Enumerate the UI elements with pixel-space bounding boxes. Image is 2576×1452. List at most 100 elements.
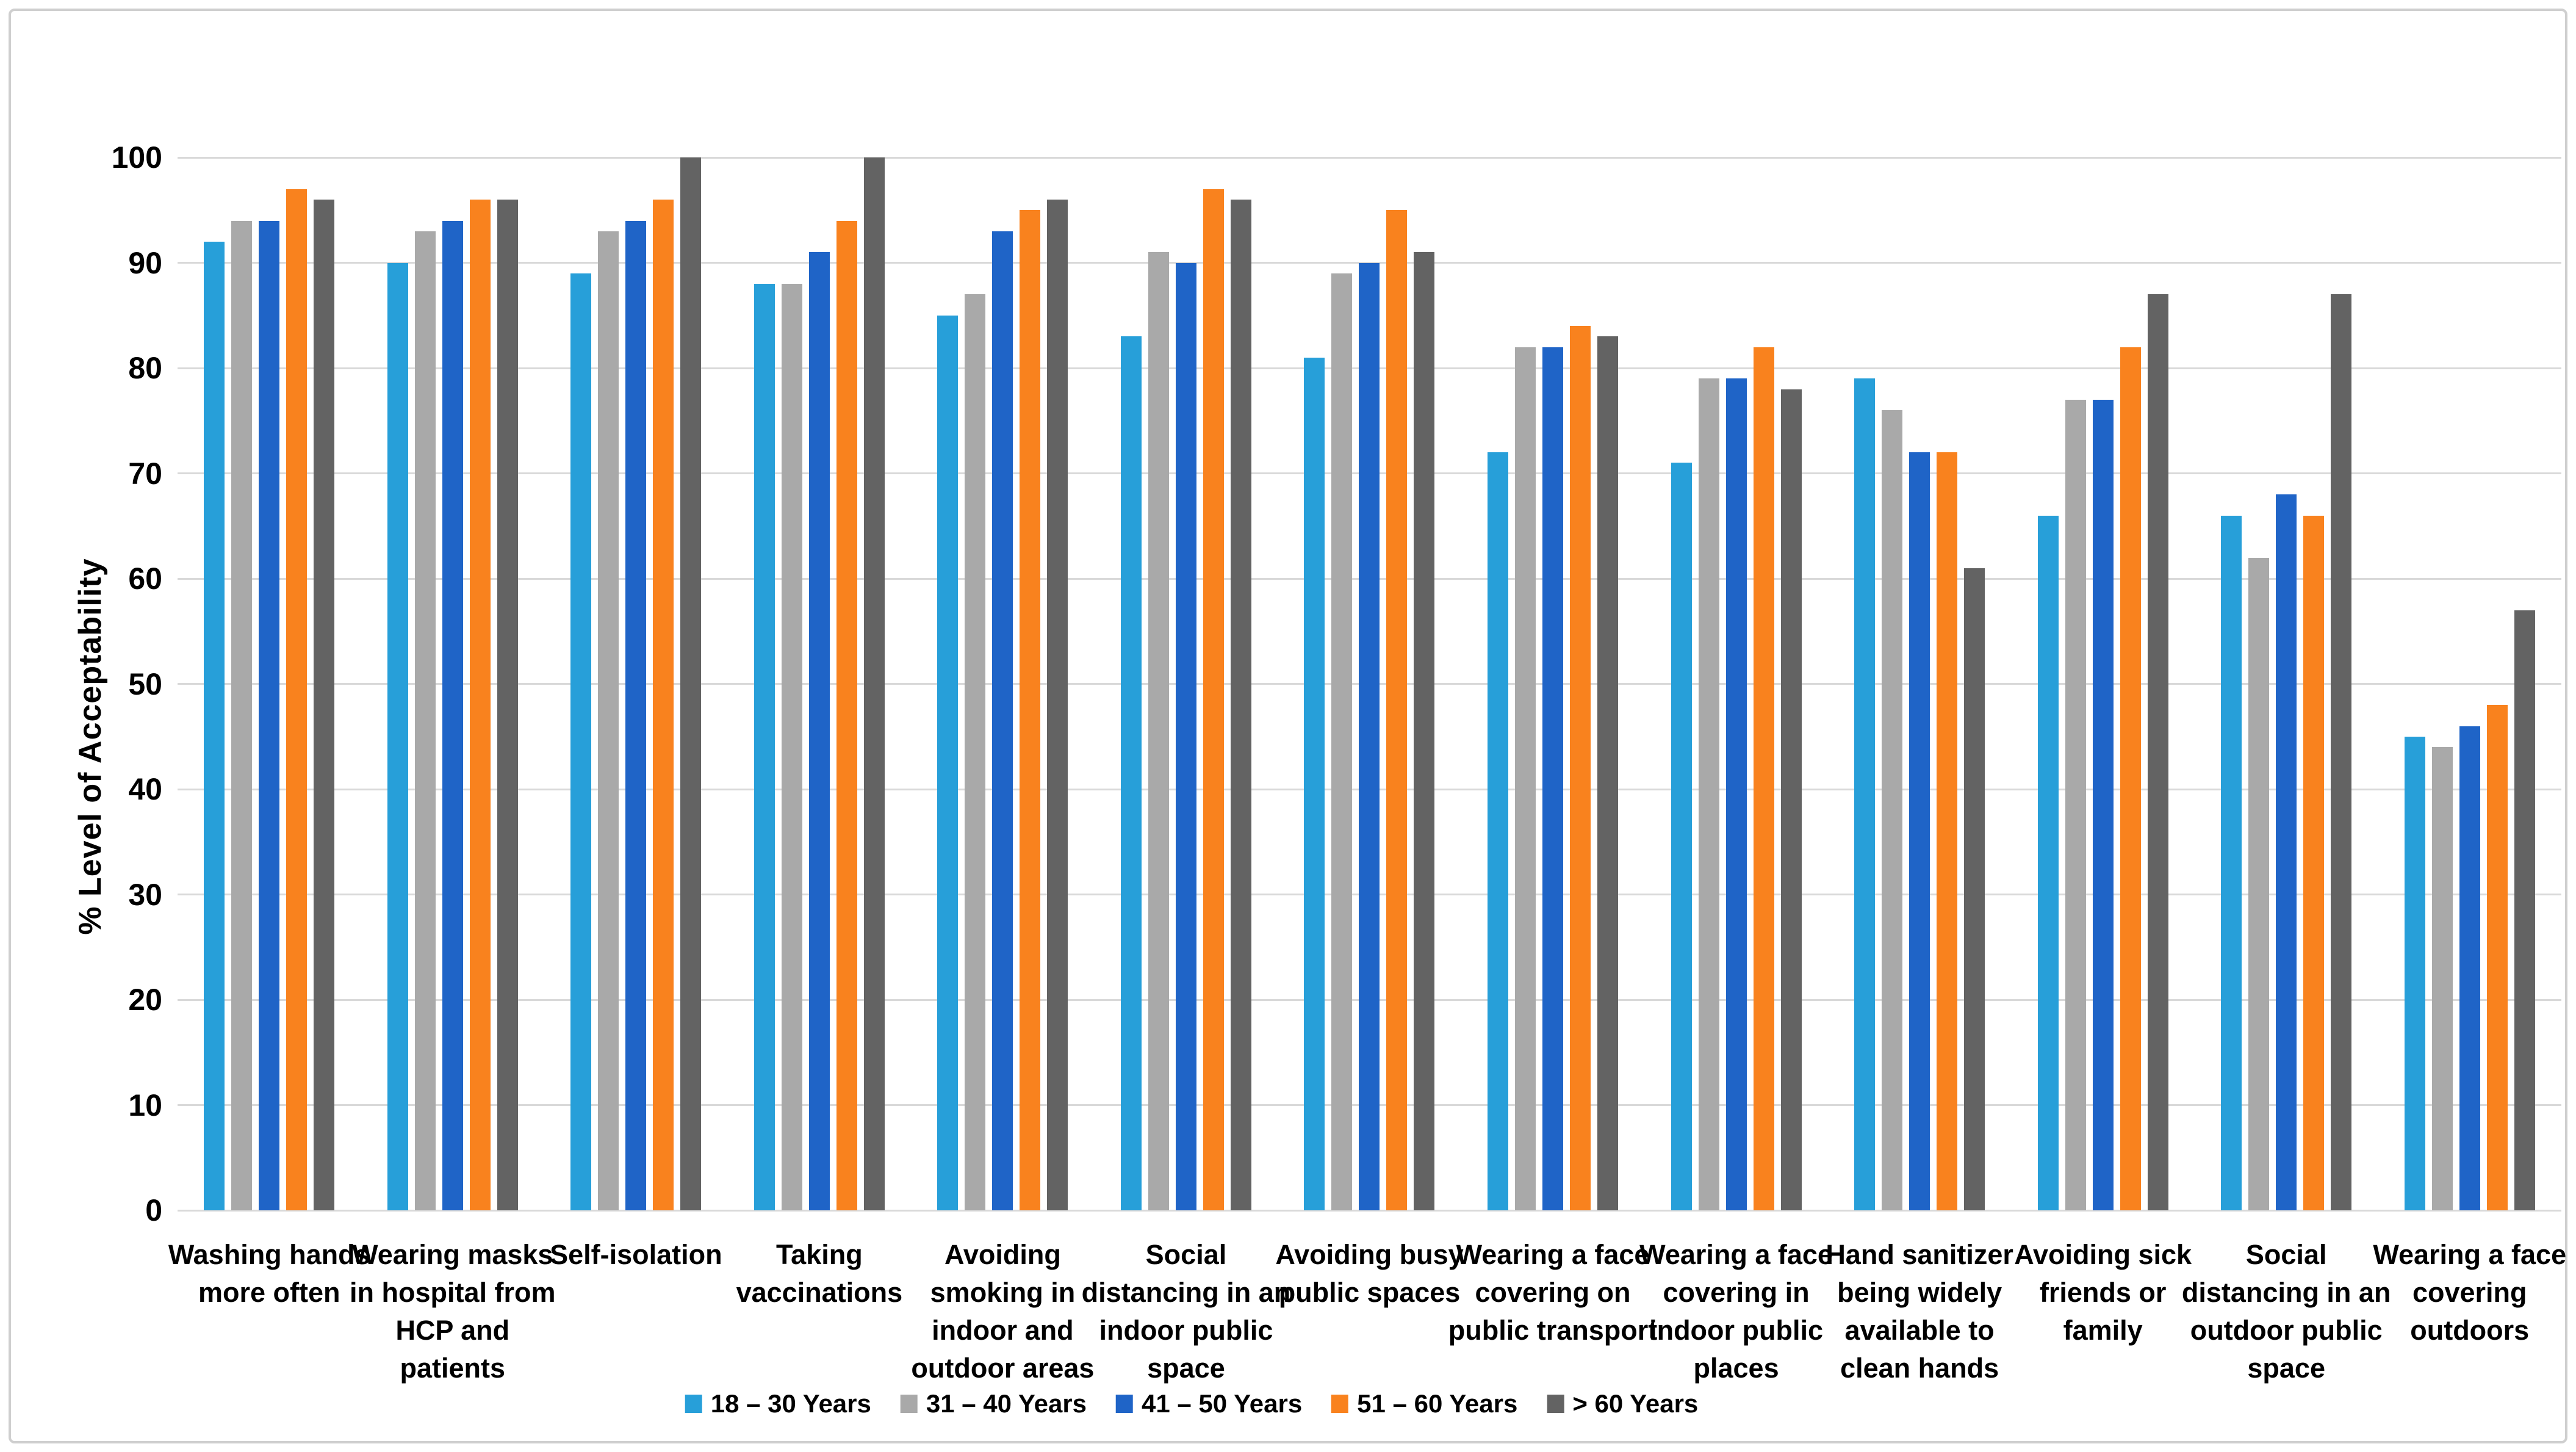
y-tick-label-80: 80 [128, 351, 162, 385]
category-label-3: Self-isolation [550, 1239, 722, 1270]
bar-18-–-30-Years-cat2[interactable] [387, 262, 408, 1210]
bar->-60-Years-cat7[interactable] [1414, 252, 1435, 1210]
bar-41-–-50-Years-cat8[interactable] [1542, 347, 1564, 1210]
bar-31-–-40-Years-cat10[interactable] [1882, 410, 1903, 1210]
bar->-60-Years-cat6[interactable] [1230, 200, 1251, 1210]
bar->-60-Years-cat5[interactable] [1047, 200, 1068, 1210]
bar-41-–-50-Years-cat1[interactable] [259, 220, 280, 1210]
category-label-6: Social distancing in an indoor public sp… [1081, 1239, 1291, 1384]
bar-51-–-60-Years-cat5[interactable] [1020, 210, 1041, 1210]
bar-41-–-50-Years-cat3[interactable] [625, 220, 647, 1210]
bar-31-–-40-Years-cat3[interactable] [598, 231, 619, 1210]
chart-legend: 18 – 30 Years 31 – 40 Years 41 – 50 Years 5… [685, 1389, 1698, 1418]
legend-label: 41 – 50 Years [1142, 1389, 1303, 1418]
legend-item-5[interactable]: > 60 Years [1547, 1389, 1698, 1418]
bar-41-–-50-Years-cat5[interactable] [992, 231, 1013, 1210]
bar-31-–-40-Years-cat12[interactable] [2248, 557, 2270, 1210]
category-label-13: Wearing a face covering outdoors [2373, 1239, 2567, 1346]
bar-group-11 [2011, 157, 2195, 1210]
bar-18-–-30-Years-cat7[interactable] [1304, 357, 1325, 1210]
bar-18-–-30-Years-cat11[interactable] [2037, 515, 2059, 1210]
legend-label: 31 – 40 Years [926, 1389, 1087, 1418]
legend-swatch-icon [1331, 1395, 1349, 1413]
bar->-60-Years-cat1[interactable] [314, 200, 335, 1210]
bar-group-3 [544, 157, 728, 1210]
y-tick-label-10: 10 [128, 1088, 162, 1122]
bar-51-–-60-Years-cat12[interactable] [2303, 515, 2325, 1210]
bar->-60-Years-cat3[interactable] [680, 157, 702, 1210]
bar-18-–-30-Years-cat10[interactable] [1854, 378, 1876, 1210]
bar-51-–-60-Years-cat6[interactable] [1203, 189, 1224, 1210]
bar->-60-Years-cat9[interactable] [1780, 389, 1802, 1210]
bar-18-–-30-Years-cat4[interactable] [754, 284, 775, 1210]
bar-18-–-30-Years-cat1[interactable] [204, 242, 225, 1210]
bar-18-–-30-Years-cat8[interactable] [1488, 452, 1509, 1210]
bar-group-10 [1828, 157, 2012, 1210]
bar-41-–-50-Years-cat13[interactable] [2459, 726, 2480, 1210]
y-axis-title: % Level of Acceptability [73, 558, 108, 935]
legend-item-3[interactable]: 41 – 50 Years [1116, 1389, 1302, 1418]
bar-18-–-30-Years-cat5[interactable] [937, 315, 959, 1210]
y-tick-label-60: 60 [128, 562, 162, 596]
bar-51-–-60-Years-cat4[interactable] [836, 220, 857, 1210]
bar-51-–-60-Years-cat13[interactable] [2486, 705, 2508, 1210]
bar-41-–-50-Years-cat9[interactable] [1725, 378, 1747, 1210]
gridline-0 [178, 1209, 2561, 1212]
bar-group-5 [911, 157, 1095, 1210]
bar-group-6 [1095, 157, 1278, 1210]
bar-group-13 [2378, 157, 2561, 1210]
bar-41-–-50-Years-cat2[interactable] [442, 220, 463, 1210]
bar->-60-Years-cat13[interactable] [2514, 610, 2535, 1210]
bar->-60-Years-cat4[interactable] [863, 157, 885, 1210]
bar->-60-Years-cat12[interactable] [2331, 294, 2352, 1210]
bar-41-–-50-Years-cat7[interactable] [1359, 262, 1380, 1210]
bar-18-–-30-Years-cat9[interactable] [1671, 463, 1692, 1210]
bar-51-–-60-Years-cat11[interactable] [2120, 347, 2141, 1210]
bar-group-8 [1461, 157, 1645, 1210]
bar-51-–-60-Years-cat9[interactable] [1753, 347, 1774, 1210]
bar-51-–-60-Years-cat8[interactable] [1570, 326, 1591, 1210]
y-tick-label-50: 50 [128, 666, 162, 701]
legend-item-2[interactable]: 31 – 40 Years [900, 1389, 1087, 1418]
bar->-60-Years-cat11[interactable] [2147, 294, 2168, 1210]
bar-51-–-60-Years-cat1[interactable] [286, 189, 308, 1210]
bar-31-–-40-Years-cat13[interactable] [2431, 747, 2453, 1210]
bar-41-–-50-Years-cat6[interactable] [1175, 262, 1196, 1210]
legend-swatch-icon [685, 1395, 702, 1413]
bar-18-–-30-Years-cat12[interactable] [2221, 515, 2242, 1210]
category-label-8: Wearing a face covering on public transp… [1448, 1239, 1658, 1346]
bar-31-–-40-Years-cat9[interactable] [1698, 378, 1719, 1210]
bar-51-–-60-Years-cat3[interactable] [653, 200, 674, 1210]
bar-31-–-40-Years-cat7[interactable] [1331, 273, 1353, 1210]
bar-18-–-30-Years-cat13[interactable] [2404, 736, 2425, 1210]
bar-31-–-40-Years-cat11[interactable] [2065, 399, 2086, 1210]
y-tick-label-90: 90 [128, 245, 162, 280]
bar->-60-Years-cat2[interactable] [497, 200, 518, 1210]
bar-31-–-40-Years-cat6[interactable] [1148, 252, 1169, 1210]
bar-group-12 [2195, 157, 2378, 1210]
chart-frame: % Level of Acceptability 0 10 20 30 40 50 60 70… [9, 9, 2567, 1443]
bar-18-–-30-Years-cat3[interactable] [570, 273, 592, 1210]
bar-41-–-50-Years-cat4[interactable] [808, 252, 830, 1210]
legend-label: 51 – 60 Years [1357, 1389, 1518, 1418]
bar-group-9 [1644, 157, 1828, 1210]
bar-31-–-40-Years-cat4[interactable] [781, 284, 802, 1210]
bar-31-–-40-Years-cat2[interactable] [414, 231, 436, 1210]
bar-51-–-60-Years-cat10[interactable] [1937, 452, 1958, 1210]
legend-item-1[interactable]: 18 – 30 Years [685, 1389, 871, 1418]
bar-51-–-60-Years-cat2[interactable] [469, 200, 491, 1210]
category-label-1: Washing hands more often [168, 1239, 370, 1308]
bar->-60-Years-cat10[interactable] [1964, 568, 1985, 1210]
legend-item-4[interactable]: 51 – 60 Years [1331, 1389, 1517, 1418]
bar-31-–-40-Years-cat1[interactable] [231, 220, 253, 1210]
bar-51-–-60-Years-cat7[interactable] [1386, 210, 1408, 1210]
bar-41-–-50-Years-cat11[interactable] [2092, 399, 2114, 1210]
bar-18-–-30-Years-cat6[interactable] [1120, 336, 1142, 1210]
y-tick-label-100: 100 [111, 140, 162, 175]
bar->-60-Years-cat8[interactable] [1597, 336, 1619, 1210]
bar-41-–-50-Years-cat12[interactable] [2276, 494, 2297, 1210]
bar-31-–-40-Years-cat5[interactable] [965, 294, 986, 1210]
legend-label: > 60 Years [1572, 1389, 1699, 1418]
bar-41-–-50-Years-cat10[interactable] [1909, 452, 1930, 1210]
bar-31-–-40-Years-cat8[interactable] [1515, 347, 1536, 1210]
